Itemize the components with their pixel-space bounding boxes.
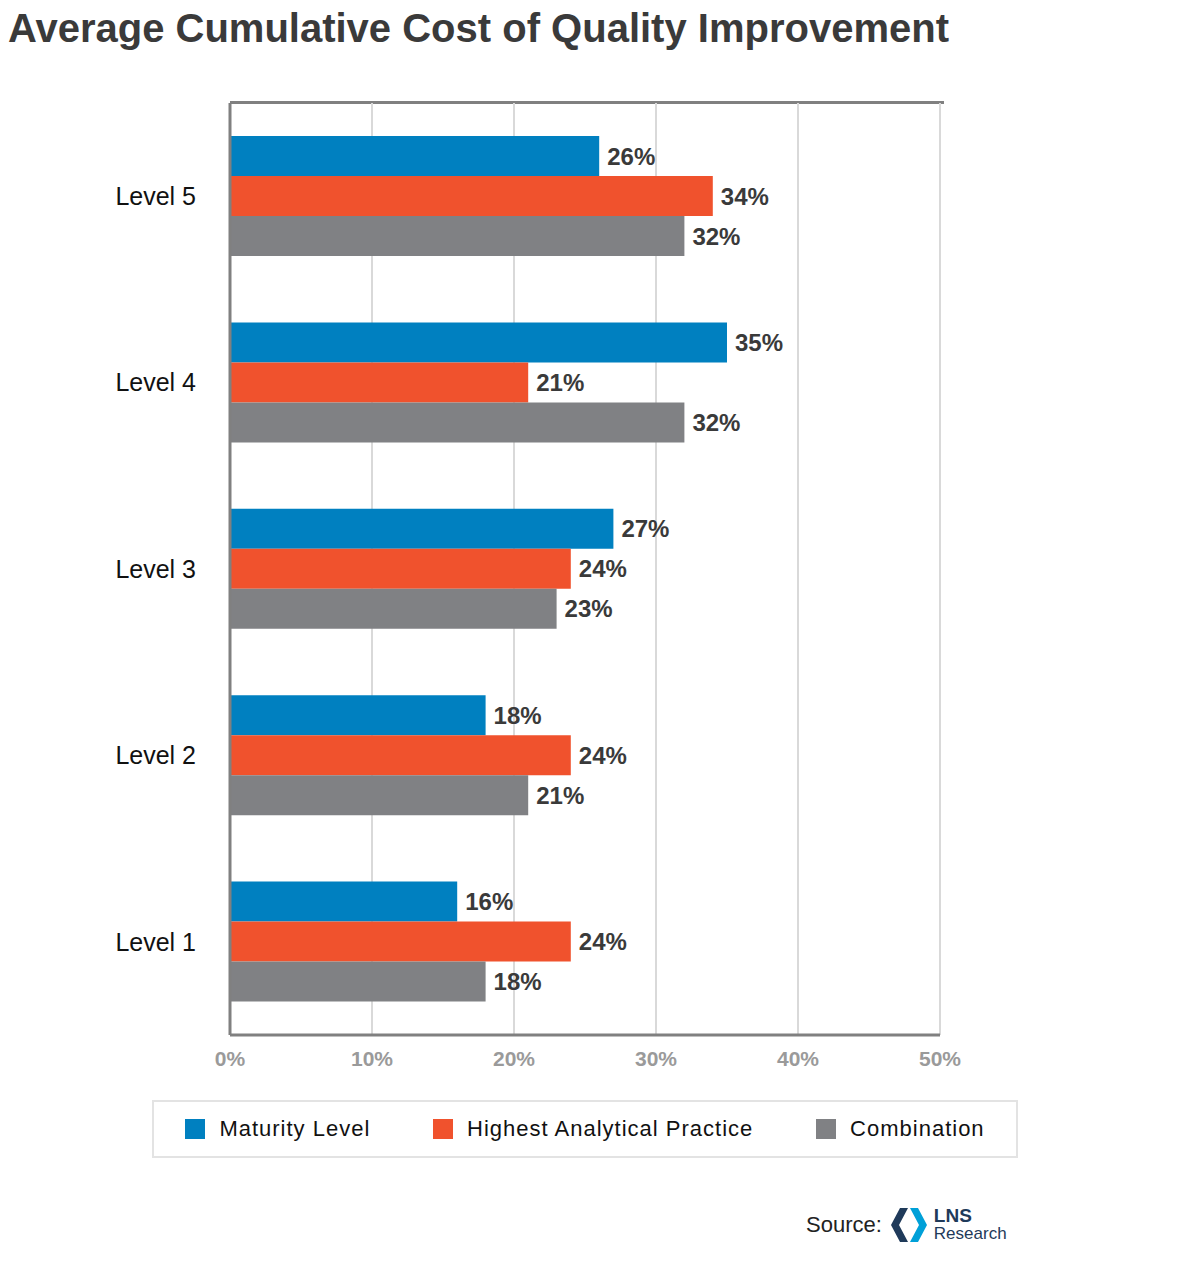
svg-text:Level 1: Level 1 [115,928,196,956]
svg-text:18%: 18% [494,702,542,729]
svg-text:34%: 34% [721,183,769,210]
html-text:Combination: Combination [850,1116,985,1141]
svg-text:16%: 16% [465,888,513,915]
svg-text:20%: 20% [493,1047,535,1070]
svg-text:26%: 26% [607,143,655,170]
svg-text:32%: 32% [692,409,740,436]
svg-text:Level 2: Level 2 [115,741,196,769]
svg-text:18%: 18% [494,968,542,995]
html-text:LNS: LNS [933,1205,972,1226]
svg-text:50%: 50% [919,1047,961,1070]
html-text:Source:: Source: [806,1212,882,1237]
svg-text:24%: 24% [579,742,627,769]
svg-text:23%: 23% [565,595,613,622]
svg-text:Level 3: Level 3 [115,555,196,583]
svg-text:0%: 0% [215,1047,246,1070]
svg-text:27%: 27% [621,515,669,542]
html-text:Highest Analytical Practice: Highest Analytical Practice [467,1116,754,1141]
svg-text:Level 4: Level 4 [115,368,196,396]
svg-text:32%: 32% [692,223,740,250]
svg-text:21%: 21% [536,369,584,396]
svg-text:Level 5: Level 5 [115,182,196,210]
svg-text:30%: 30% [635,1047,677,1070]
svg-text:21%: 21% [536,782,584,809]
svg-text:24%: 24% [579,555,627,582]
html-text:Maturity Level: Maturity Level [219,1116,371,1141]
svg-text:24%: 24% [579,928,627,955]
svg-text:35%: 35% [735,329,783,356]
svg-text:40%: 40% [777,1047,819,1070]
html-text:Research: Research [933,1224,1007,1243]
svg-text:10%: 10% [351,1047,393,1070]
